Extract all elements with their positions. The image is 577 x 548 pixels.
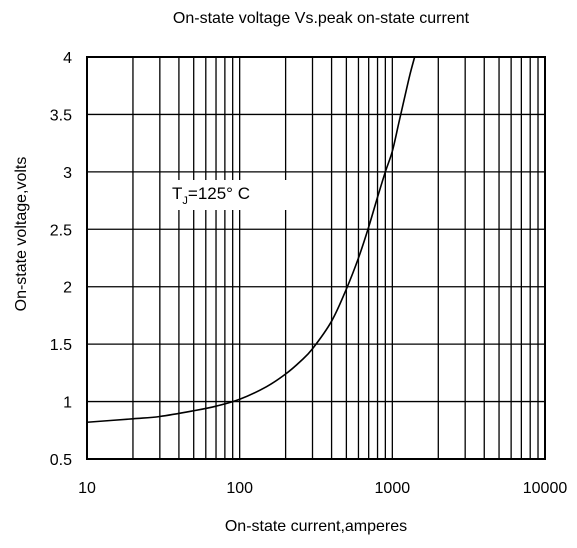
y-tick-label: 3.5 [50, 107, 72, 124]
annotation-text: TJ=125° C [172, 184, 250, 207]
y-tick-label: 1.5 [50, 337, 72, 354]
series-line [86, 56, 416, 424]
annotation-rest: =125° C [188, 184, 250, 203]
y-tick-label: 2 [63, 280, 72, 297]
annotation-main: T [172, 184, 182, 203]
x-tick-labels: 10 100 1000 10000 [78, 480, 567, 497]
y-tick-label: 4 [63, 50, 72, 67]
x-tick-label: 1000 [375, 480, 411, 497]
y-tick-label: 3 [63, 165, 72, 182]
annotation: TJ=125° C [164, 180, 288, 210]
y-tick-labels: 0.5 1 1.5 2 2.5 3 3.5 4 [50, 50, 72, 469]
y-axis-label: On-state voltage,volts [13, 157, 30, 312]
x-tick-label: 10 [78, 480, 96, 497]
x-tick-label: 100 [226, 480, 253, 497]
x-axis-label: On-state current,amperes [225, 518, 407, 535]
grid [87, 57, 545, 459]
annotation-sub: J [182, 195, 188, 207]
x-tick-label: 10000 [523, 480, 568, 497]
annotation-background [164, 180, 288, 210]
y-tick-label: 2.5 [50, 222, 72, 239]
y-tick-label: 0.5 [50, 452, 72, 469]
plot-frame [86, 56, 546, 460]
chart-title: On-state voltage Vs.peak on-state curren… [173, 10, 470, 27]
y-tick-label: 1 [63, 395, 72, 412]
